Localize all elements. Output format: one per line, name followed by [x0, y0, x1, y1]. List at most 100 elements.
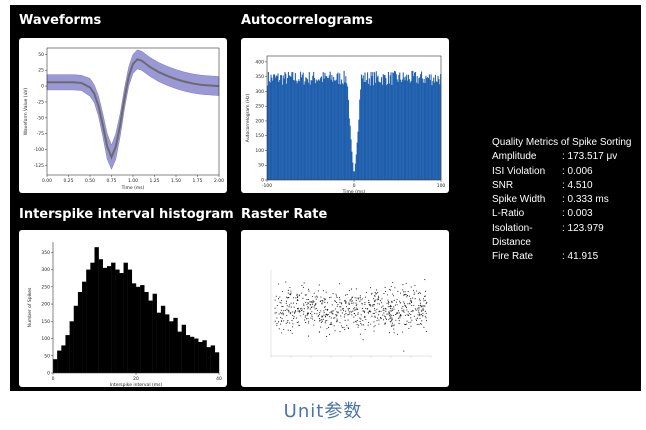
raster-point — [392, 281, 394, 283]
acg-bar — [348, 118, 350, 180]
raster-point — [292, 326, 294, 328]
raster-point — [288, 311, 290, 313]
raster-point — [395, 313, 398, 315]
raster-point — [394, 313, 397, 316]
acg-bar — [374, 72, 376, 180]
isi-bar — [53, 359, 58, 373]
acg-bar — [414, 72, 416, 180]
isi-bar — [210, 345, 216, 373]
raster-point — [389, 321, 391, 323]
raster-point — [321, 320, 323, 322]
acg-bar — [396, 79, 398, 180]
waveform-x-tick-label: 1.00 — [128, 178, 138, 184]
raster-point — [304, 316, 306, 318]
acg-bar — [365, 82, 367, 180]
raster-point — [330, 321, 332, 324]
acg-bar — [369, 85, 371, 180]
acg-bar — [417, 83, 419, 180]
raster-point — [351, 314, 353, 316]
raster-point — [288, 306, 290, 308]
raster-point — [403, 294, 405, 296]
raster-point — [403, 303, 405, 305]
raster-point — [411, 319, 413, 321]
raster-point — [303, 311, 305, 313]
acg-bar — [307, 82, 309, 180]
raster-point — [345, 310, 347, 312]
raster-point — [336, 311, 338, 313]
raster-point — [356, 304, 358, 306]
raster-point — [303, 282, 305, 284]
acg-bar — [319, 80, 321, 180]
acg-bar — [414, 71, 416, 180]
raster-point — [368, 302, 370, 304]
acg-bar — [320, 76, 323, 180]
raster-point — [397, 310, 400, 312]
raster-point — [392, 325, 394, 327]
raster-point — [415, 318, 417, 320]
acg-bar — [335, 79, 337, 180]
raster-point — [330, 317, 332, 319]
raster-point — [390, 289, 392, 291]
acg-bar — [378, 81, 380, 180]
raster-point — [389, 310, 391, 312]
raster-point — [411, 304, 413, 306]
raster-point — [394, 304, 396, 306]
raster-point — [374, 299, 376, 301]
raster-point — [388, 332, 390, 334]
raster-point — [312, 318, 314, 320]
raster-point — [274, 307, 276, 309]
raster-point — [370, 305, 372, 307]
raster-point — [424, 299, 426, 301]
raster-point — [353, 309, 355, 311]
raster-point — [412, 310, 414, 312]
raster-point — [344, 319, 346, 321]
raster-point — [403, 295, 405, 297]
acg-bar — [388, 83, 390, 180]
raster-point — [323, 311, 325, 313]
acg-bar — [354, 171, 356, 180]
isi-bar — [98, 259, 103, 373]
isi-bar — [111, 262, 116, 373]
raster-point — [418, 308, 420, 310]
raster-point — [357, 313, 359, 315]
acg-bar — [293, 80, 296, 180]
raster-point — [293, 297, 295, 299]
raster-point — [287, 309, 289, 311]
raster-point — [348, 311, 350, 313]
raster-point — [373, 326, 375, 328]
raster-point — [384, 307, 386, 309]
acg-bar — [334, 80, 336, 180]
raster-point — [355, 299, 357, 301]
waveform-mean-line — [47, 58, 220, 160]
raster-point — [391, 318, 393, 320]
raster-point — [405, 307, 407, 309]
acg-bar — [427, 77, 429, 180]
raster-point — [307, 308, 309, 310]
raster-point — [296, 296, 299, 299]
acg-bar — [361, 78, 363, 180]
raster-point — [420, 306, 422, 308]
raster-point — [314, 319, 316, 321]
acg-bar — [313, 77, 316, 180]
raster-point — [393, 324, 395, 326]
isi-x-tick-label: 20 — [133, 376, 139, 382]
raster-point — [391, 300, 393, 302]
raster-point — [320, 310, 322, 312]
raster-point — [402, 284, 404, 286]
raster-point — [390, 304, 392, 306]
raster-point — [391, 319, 393, 321]
raster-point — [311, 301, 313, 303]
raster-point — [369, 310, 371, 313]
isi-y-tick-label: 100 — [41, 336, 50, 342]
raster-point — [423, 305, 425, 307]
raster-point — [278, 328, 280, 330]
raster-point — [413, 315, 415, 317]
raster-point — [360, 299, 362, 301]
acg-bar — [439, 84, 441, 180]
raster-title: Raster Rate — [241, 207, 328, 222]
raster-point — [311, 295, 313, 297]
acg-bar — [330, 79, 332, 180]
raster-point — [309, 301, 311, 303]
raster-point — [393, 328, 395, 330]
